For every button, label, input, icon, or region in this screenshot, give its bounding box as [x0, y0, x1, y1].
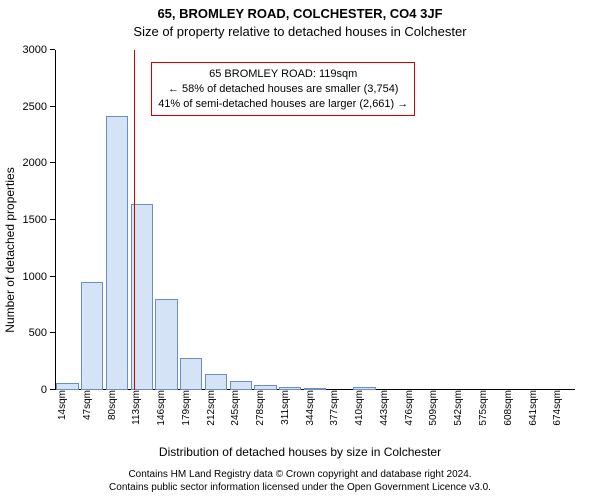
x-axis-label: Distribution of detached houses by size …	[0, 445, 600, 459]
bar-slot: 542sqm	[451, 50, 476, 390]
y-tick-label: 500	[29, 327, 55, 339]
bar	[205, 374, 227, 390]
x-tick-label: 410sqm	[352, 390, 365, 426]
x-tick-label: 80sqm	[105, 390, 118, 420]
bar-slot: 608sqm	[501, 50, 526, 390]
x-tick-label: 212sqm	[204, 390, 217, 426]
marker-line	[134, 50, 135, 390]
bar-slot: 14sqm	[55, 50, 80, 390]
x-tick-label: 179sqm	[179, 390, 192, 426]
y-tick-label: 3000	[23, 44, 55, 56]
x-tick-label: 641sqm	[526, 390, 539, 426]
y-axis-label: Number of detached properties	[3, 167, 17, 332]
x-tick-label: 113sqm	[129, 390, 142, 425]
y-tick-label: 0	[41, 384, 55, 396]
x-tick-label: 14sqm	[55, 390, 68, 420]
bar	[81, 282, 103, 390]
x-tick-label: 278sqm	[253, 390, 266, 426]
x-tick-label: 47sqm	[80, 390, 93, 420]
callout-box: 65 BROMLEY ROAD: 119sqm← 58% of detached…	[151, 62, 415, 117]
callout-line: 65 BROMLEY ROAD: 119sqm	[158, 67, 408, 82]
bar	[155, 299, 177, 390]
footer-text: Contains HM Land Registry data © Crown c…	[0, 469, 600, 494]
callout-line: ← 58% of detached houses are smaller (3,…	[158, 82, 408, 97]
x-tick-label: 674sqm	[550, 390, 563, 426]
bar-slot: 509sqm	[426, 50, 451, 390]
bar-slot: 80sqm	[105, 50, 130, 390]
y-tick-label: 1000	[23, 271, 55, 283]
x-tick-label: 344sqm	[303, 390, 316, 426]
title-line1: 65, BROMLEY ROAD, COLCHESTER, CO4 3JF	[0, 6, 600, 21]
y-tick-label: 2500	[23, 101, 55, 113]
bar	[56, 383, 78, 390]
title-line2: Size of property relative to detached ho…	[0, 24, 600, 39]
chart-plot-area: 14sqm47sqm80sqm113sqm146sqm179sqm212sqm2…	[55, 50, 575, 390]
x-tick-label: 608sqm	[501, 390, 514, 426]
bar-slot: 641sqm	[526, 50, 551, 390]
y-tick-label: 2000	[23, 157, 55, 169]
x-tick-label: 575sqm	[476, 390, 489, 426]
x-tick-label: 542sqm	[451, 390, 464, 426]
x-tick-label: 476sqm	[402, 390, 415, 426]
bar-slot: 575sqm	[476, 50, 501, 390]
x-tick-label: 443sqm	[377, 390, 390, 426]
bar	[106, 116, 128, 390]
callout-line: 41% of semi-detached houses are larger (…	[158, 97, 408, 112]
bar-slot: 47sqm	[80, 50, 105, 390]
figure-container: 65, BROMLEY ROAD, COLCHESTER, CO4 3JF Si…	[0, 0, 600, 500]
x-tick-label: 245sqm	[228, 390, 241, 426]
y-tick-label: 1500	[23, 214, 55, 226]
bar	[230, 381, 252, 390]
x-tick-label: 146sqm	[154, 390, 167, 426]
chart-plot-inner: 14sqm47sqm80sqm113sqm146sqm179sqm212sqm2…	[55, 50, 575, 390]
x-tick-label: 509sqm	[426, 390, 439, 426]
footer-line1: Contains HM Land Registry data © Crown c…	[0, 469, 600, 482]
footer-line2: Contains public sector information licen…	[0, 482, 600, 495]
bar	[180, 358, 202, 390]
x-tick-label: 311sqm	[278, 390, 291, 425]
x-tick-label: 377sqm	[327, 390, 340, 426]
bar-slot: 674sqm	[550, 50, 575, 390]
